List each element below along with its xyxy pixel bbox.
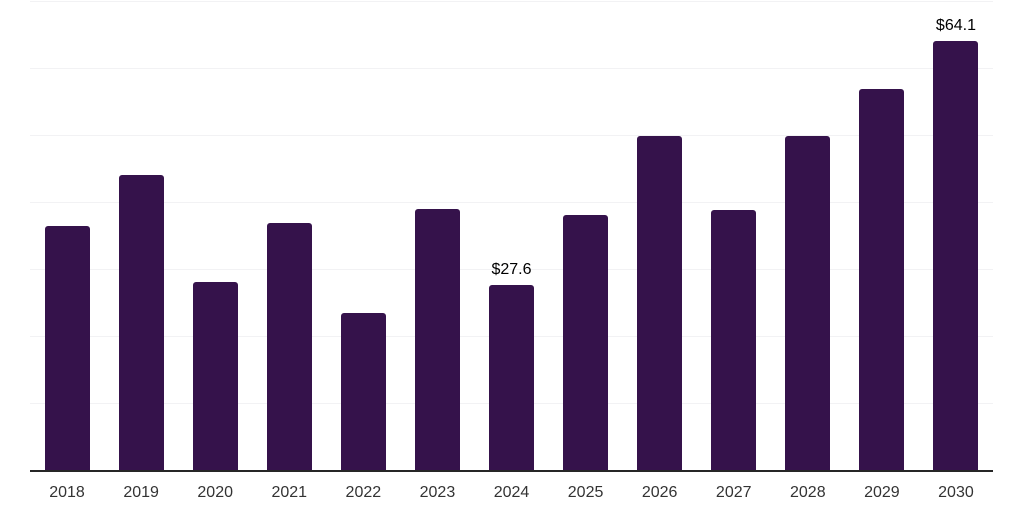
bar-2019 — [119, 175, 164, 470]
x-axis-line — [30, 470, 993, 472]
gridline-y60 — [30, 68, 993, 69]
bar-2022 — [341, 313, 386, 470]
x-tick-label-2029: 2029 — [864, 484, 900, 501]
bar-2028 — [785, 136, 830, 470]
x-tick-label-2028: 2028 — [790, 484, 826, 501]
gridline-y70 — [30, 1, 993, 2]
x-tick-label-2024: 2024 — [493, 484, 530, 501]
gridline-y30 — [30, 269, 993, 270]
bar-2023 — [415, 209, 460, 470]
x-tick-label-2018: 2018 — [49, 484, 85, 501]
bar-2020 — [193, 282, 238, 470]
bar-2025 — [563, 215, 608, 470]
x-tick-label-2027: 2027 — [715, 484, 752, 501]
bar-value-label-2024: $27.6 — [491, 261, 532, 278]
x-tick-label-2025: 2025 — [567, 484, 604, 501]
x-tick-label-2020: 2020 — [197, 484, 233, 501]
gridline-y50 — [30, 135, 993, 136]
bar-2027 — [711, 210, 756, 470]
bar-2030 — [933, 41, 978, 470]
bar-2029 — [859, 89, 904, 470]
x-tick-label-2019: 2019 — [123, 484, 159, 501]
x-tick-label-2022: 2022 — [345, 484, 382, 501]
bar-value-label-2030: $64.1 — [935, 17, 976, 34]
x-tick-label-2030: 2030 — [938, 484, 974, 501]
gridline-y40 — [30, 202, 993, 203]
bar-2026 — [637, 136, 682, 470]
bar-2021 — [267, 223, 312, 470]
x-tick-label-2026: 2026 — [641, 484, 678, 501]
x-tick-label-2021: 2021 — [271, 484, 308, 501]
bar-2024 — [489, 285, 534, 470]
bar-2018 — [45, 226, 90, 470]
x-tick-label-2023: 2023 — [419, 484, 456, 501]
